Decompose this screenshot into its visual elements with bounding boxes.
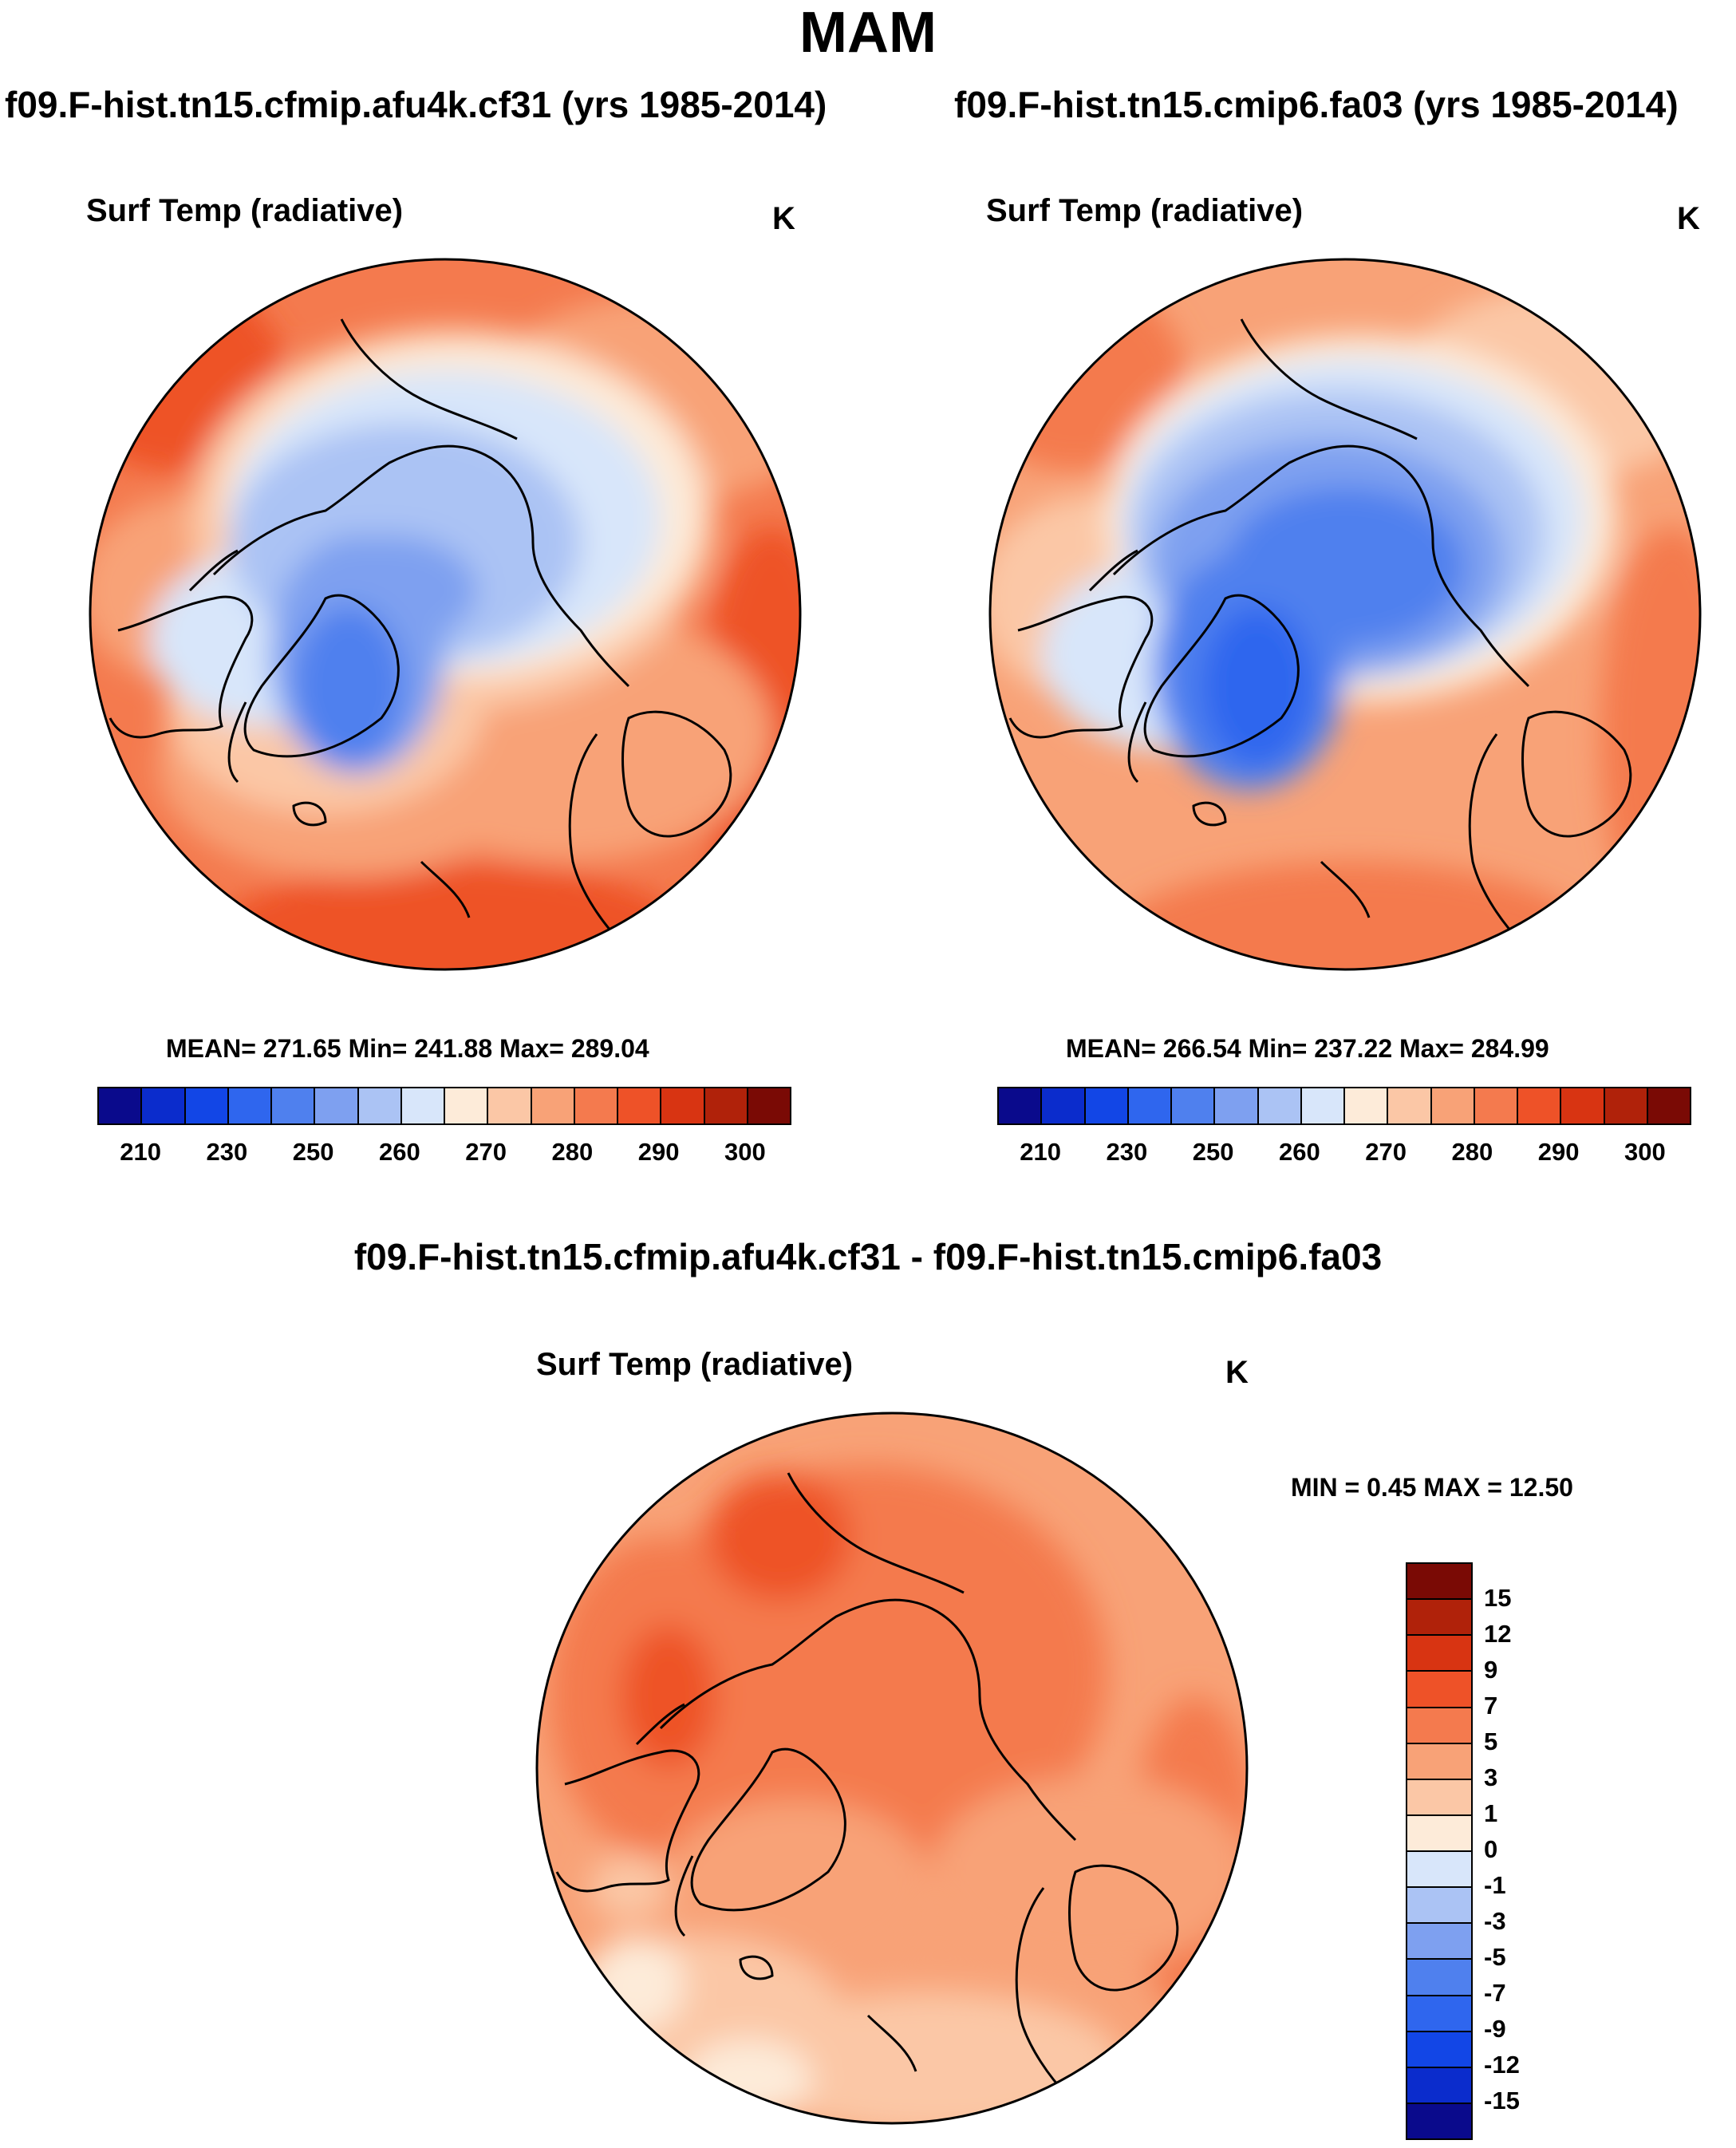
colorbar-swatch	[1172, 1088, 1216, 1123]
colorbar-swatch	[1407, 1636, 1471, 1672]
figure-title: MAM	[799, 1, 937, 65]
colorbar-swatch	[1042, 1088, 1086, 1123]
difference-title: f09.F-hist.tn15.cfmip.afu4k.cf31 - f09.F…	[353, 1236, 1383, 1277]
colorbar-swatch	[1407, 1708, 1471, 1744]
colorbar-swatch	[1407, 1815, 1471, 1852]
variable-label-diff: Surf Temp (radiative)	[536, 1347, 854, 1382]
colorbar-swatch	[1561, 1088, 1605, 1123]
colorbar-tick-label: -9	[1484, 2015, 1506, 2043]
colorbar-swatch	[999, 1088, 1043, 1123]
colorbar-swatch	[99, 1088, 143, 1123]
colorbar-swatch	[228, 1088, 272, 1123]
colorbar-swatch	[488, 1088, 532, 1123]
colorbar-tick-label: -1	[1484, 1871, 1506, 1899]
colorbar-swatch	[1407, 2067, 1471, 2104]
colorbar-tick-label: 230	[206, 1138, 248, 1166]
colorbar-swatch	[1407, 1779, 1471, 1816]
colorbar-tick-label: 260	[1279, 1138, 1320, 1166]
polar-map-left	[89, 258, 802, 971]
colorbar-swatch	[1215, 1088, 1259, 1123]
colorbar-tick-label: 12	[1484, 1620, 1512, 1648]
colorbar-swatch	[358, 1088, 402, 1123]
colorbar-tick-label: 210	[120, 1138, 161, 1166]
colorbar-tick-label: 270	[465, 1138, 507, 1166]
polar-map-difference	[535, 1412, 1249, 2125]
colorbar-left	[97, 1087, 791, 1125]
colorbar-swatch	[185, 1088, 229, 1123]
colorbar-tick-label: 250	[1192, 1138, 1234, 1166]
colorbar-swatch	[1407, 2103, 1471, 2138]
colorbar-swatch	[445, 1088, 489, 1123]
unit-label-left: K	[772, 201, 795, 236]
colorbar-right	[997, 1087, 1691, 1125]
colorbar-swatch	[401, 1088, 445, 1123]
colorbar-swatch	[1128, 1088, 1172, 1123]
case-title-right: f09.F-hist.tn15.cmip6.fa03 (yrs 1985-201…	[954, 84, 1679, 125]
colorbar-tick-label: -15	[1484, 2087, 1520, 2114]
stats-left: MEAN= 271.65 Min= 241.88 Max= 289.04	[166, 1034, 649, 1063]
colorbar-swatch	[574, 1088, 618, 1123]
colorbar-tick-label: 260	[379, 1138, 420, 1166]
colorbar-swatch	[1407, 1564, 1471, 1601]
colorbar-tick-label: 1	[1484, 1799, 1498, 1827]
colorbar-swatch	[1407, 2032, 1471, 2068]
case-title-left: f09.F-hist.tn15.cfmip.afu4k.cf31 (yrs 19…	[5, 84, 827, 125]
colorbar-swatch	[531, 1088, 575, 1123]
colorbar-tick-label: 3	[1484, 1763, 1498, 1791]
stats-diff: MIN = 0.45 MAX = 12.50	[1291, 1473, 1573, 1502]
colorbar-swatch	[1258, 1088, 1302, 1123]
colorbar-tick-label: 280	[1451, 1138, 1493, 1166]
colorbar-swatch	[315, 1088, 359, 1123]
colorbar-tick-label: 290	[1537, 1138, 1580, 1166]
colorbar-tick-label: -12	[1484, 2051, 1520, 2079]
colorbar-tick-label: 5	[1484, 1727, 1498, 1755]
colorbar-swatch	[1604, 1088, 1648, 1123]
colorbar-swatch	[1518, 1088, 1562, 1123]
variable-label-left: Surf Temp (radiative)	[86, 193, 404, 228]
colorbar-swatch	[1407, 1960, 1471, 1996]
unit-label-right: K	[1677, 201, 1700, 236]
colorbar-swatch	[1345, 1088, 1389, 1123]
colorbar-swatch	[1301, 1088, 1345, 1123]
colorbar-swatch	[1431, 1088, 1475, 1123]
colorbar-swatch	[1085, 1088, 1129, 1123]
colorbar-swatch	[748, 1088, 790, 1123]
colorbar-swatch	[1407, 1888, 1471, 1925]
colorbar-tick-label: 300	[724, 1138, 766, 1166]
colorbar-tick-label: 250	[292, 1138, 334, 1166]
colorbar-tick-label: 210	[1020, 1138, 1061, 1166]
colorbar-swatch	[661, 1088, 705, 1123]
colorbar-swatch	[618, 1088, 662, 1123]
colorbar-swatch	[142, 1088, 186, 1123]
colorbar-swatch	[1647, 1088, 1690, 1123]
colorbar-swatch	[1407, 1996, 1471, 2032]
colorbar-tick-label: 300	[1624, 1138, 1666, 1166]
colorbar-tick-label: 280	[551, 1138, 594, 1166]
colorbar-tick-label: -3	[1484, 1907, 1506, 1935]
colorbar-tick-label: -7	[1484, 1979, 1506, 2007]
unit-label-diff: K	[1225, 1355, 1249, 1390]
colorbar-swatch	[1407, 1600, 1471, 1637]
colorbar-tick-label: 7	[1484, 1692, 1498, 1720]
colorbar-swatch	[1407, 1743, 1471, 1780]
polar-map-right	[988, 258, 1702, 971]
colorbar-tick-label: 270	[1365, 1138, 1407, 1166]
variable-label-right: Surf Temp (radiative)	[986, 193, 1304, 228]
colorbar-tick-label: -5	[1484, 1943, 1506, 1971]
stats-right: MEAN= 266.54 Min= 237.22 Max= 284.99	[1066, 1034, 1549, 1063]
colorbar-tick-label: 0	[1484, 1835, 1498, 1863]
colorbar-tick-label: 230	[1106, 1138, 1148, 1166]
colorbar-swatch	[704, 1088, 748, 1123]
colorbar-tick-label: 290	[637, 1138, 680, 1166]
colorbar-swatch	[1388, 1088, 1432, 1123]
colorbar-swatch	[272, 1088, 316, 1123]
colorbar-tick-label: 9	[1484, 1656, 1498, 1684]
colorbar-swatch	[1407, 1672, 1471, 1708]
colorbar-swatch	[1474, 1088, 1518, 1123]
colorbar-tick-label: 15	[1484, 1584, 1512, 1612]
colorbar-swatch	[1407, 1852, 1471, 1889]
colorbar-difference	[1406, 1562, 1473, 2140]
colorbar-swatch	[1407, 1924, 1471, 1960]
